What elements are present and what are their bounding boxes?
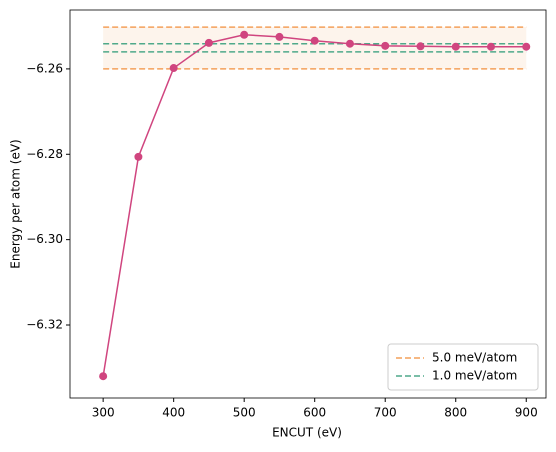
x-tick-label: 600 (303, 406, 326, 420)
point (416, 42, 425, 51)
y-tick-label: −6.28 (26, 147, 63, 161)
x-axis-label: ENCUT (eV) (272, 426, 342, 440)
legend-label: 5.0 meV/atom (432, 351, 517, 365)
point (310, 36, 319, 45)
x-tick-label: 400 (162, 406, 185, 420)
x-tick-label: 800 (444, 406, 467, 420)
point (169, 64, 178, 73)
legend-box (387, 343, 539, 391)
x-tick-label: 900 (515, 406, 538, 420)
point (451, 42, 460, 51)
point (486, 42, 495, 51)
point (381, 41, 390, 50)
y-axis-label: Energy per atom (eV) (9, 139, 23, 268)
y-tick-label: −6.26 (26, 61, 63, 75)
band-shade (103, 27, 527, 69)
point (345, 39, 354, 48)
point (275, 32, 284, 41)
y-tick-label: −6.32 (26, 318, 63, 332)
y-tick-label: −6.30 (26, 232, 63, 246)
point (240, 30, 249, 39)
point (134, 152, 143, 161)
x-tick-label: 300 (92, 406, 115, 420)
legend-label: 1.0 meV/atom (432, 369, 517, 383)
point (522, 42, 531, 51)
x-tick-label: 700 (374, 406, 397, 420)
plot-frame (69, 9, 547, 399)
series-line (102, 34, 527, 377)
x-tick-label: 500 (233, 406, 256, 420)
point (204, 38, 213, 47)
point (99, 372, 108, 381)
